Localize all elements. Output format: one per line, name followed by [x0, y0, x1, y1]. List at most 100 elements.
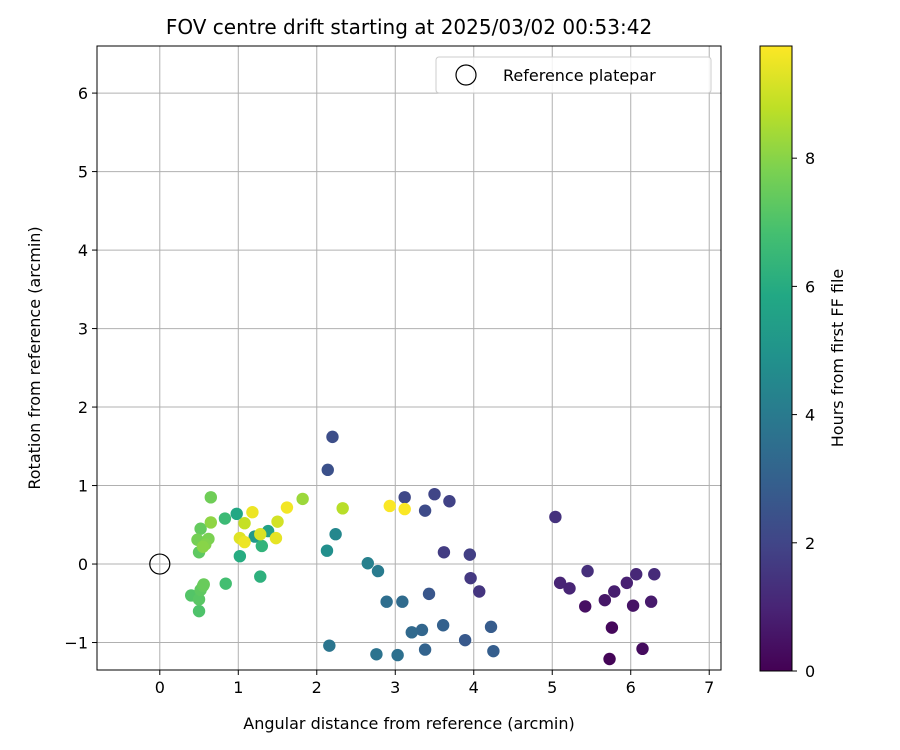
x-tick-label: 6: [626, 678, 636, 697]
scatter-point: [254, 528, 267, 541]
y-tick-label: 6: [78, 84, 88, 103]
scatter-point: [196, 540, 210, 553]
grid-lines: [97, 46, 721, 670]
colorbar: 0 2 4 6 8 Hours from first FF file: [759, 45, 847, 681]
y-tick-label: 0: [78, 555, 88, 574]
axis-ticks: 0 1 2 3 4 5 6 7 −1 0 1 2 3 4 5 6: [64, 84, 714, 697]
scatter-point: [230, 507, 243, 521]
scatter-point: [648, 568, 661, 581]
scatter-point: [436, 619, 450, 632]
y-tick-label: 4: [78, 241, 88, 260]
x-tick-label: 1: [233, 678, 243, 697]
scatter-point: [418, 643, 432, 656]
scatter-point: [626, 599, 640, 612]
scatter-point: [405, 626, 418, 639]
x-axis-label: Angular distance from reference (arcmin): [243, 714, 574, 733]
x-tick-label: 5: [547, 678, 557, 697]
scatter-point: [204, 516, 218, 529]
scatter-point: [603, 652, 616, 666]
scatter-point: [361, 557, 374, 570]
scatter-point: [553, 576, 567, 590]
scatter-point: [233, 549, 247, 563]
legend-entry-label: Reference platepar: [503, 66, 656, 85]
colorbar-tick-label: 2: [805, 534, 815, 553]
scatter-point: [204, 491, 218, 504]
scatter-point: [238, 517, 251, 530]
y-axis-label: Rotation from reference (arcmin): [25, 226, 44, 489]
scatter-point: [563, 582, 576, 595]
scatter-point: [644, 595, 658, 608]
scatter-point: [329, 528, 342, 541]
colorbar-tick-label: 0: [805, 662, 815, 681]
scatter-point: [246, 506, 259, 519]
scatter-point: [280, 501, 294, 514]
scatter-point: [396, 595, 409, 608]
scatter-point: [549, 510, 562, 524]
y-tick-label: 3: [78, 320, 88, 339]
legend-box: [435, 56, 712, 94]
scatter-point: [192, 604, 206, 618]
legend: Reference platepar: [435, 56, 712, 94]
scatter-point: [487, 644, 500, 658]
scatter-point: [254, 570, 267, 583]
scatter-point: [484, 620, 498, 634]
scatter-point: [579, 600, 592, 613]
chart-title: FOV centre drift starting at 2025/03/02 …: [166, 15, 652, 39]
x-tick-label: 4: [469, 678, 479, 697]
scatter-point: [636, 642, 649, 656]
legend-reference-marker: [455, 64, 477, 86]
scatter-point: [296, 492, 309, 506]
scatter-point: [415, 623, 429, 637]
scatter-point: [323, 639, 336, 652]
scatter-point: [326, 430, 339, 444]
scatter-point: [197, 578, 210, 591]
y-tick-label: 5: [78, 163, 88, 182]
scatter-point: [219, 577, 232, 590]
scatter-point: [194, 522, 207, 535]
scatter-point: [336, 502, 349, 515]
x-tick-label: 7: [704, 678, 714, 697]
colorbar-tick-label: 4: [805, 406, 815, 425]
scatter-point: [422, 587, 436, 601]
scatter-point: [458, 633, 472, 647]
y-tick-label: 2: [78, 398, 88, 417]
scatter-point: [192, 593, 206, 606]
colorbar-ticks: 0 2 4 6 8: [792, 149, 815, 681]
scatter-point: [255, 539, 269, 553]
scatter-point: [605, 621, 619, 634]
scatter-point: [218, 512, 232, 525]
scatter-point: [473, 585, 486, 598]
scatter-point: [398, 502, 411, 516]
data-points: [149, 430, 661, 666]
scatter-point: [464, 571, 477, 585]
scatter-point: [391, 648, 404, 662]
scatter-point: [437, 546, 451, 559]
scatter-point: [269, 531, 283, 545]
scatter-point: [320, 544, 334, 557]
colorbar-gradient: [759, 45, 793, 672]
scatter-point: [398, 491, 411, 504]
colorbar-label: Hours from first FF file: [828, 269, 847, 448]
scatter-point: [370, 648, 383, 661]
scatter-point: [581, 564, 594, 578]
scatter-point: [418, 504, 432, 517]
scatter-point: [620, 576, 634, 590]
scatter-point: [371, 564, 385, 578]
reference-platepar-marker: [149, 553, 171, 575]
colorbar-tick-label: 8: [805, 149, 815, 168]
y-tick-label: −1: [64, 634, 88, 653]
scatter-point: [598, 593, 612, 607]
scatter-point: [380, 595, 393, 608]
x-tick-label: 0: [155, 678, 165, 697]
scatter-point: [463, 548, 477, 561]
scatter-point: [443, 495, 456, 508]
x-tick-label: 3: [390, 678, 400, 697]
plot-frame: [96, 45, 722, 671]
scatter-point: [271, 515, 284, 528]
x-tick-label: 2: [312, 678, 322, 697]
y-tick-label: 1: [78, 477, 88, 496]
scatter-point: [630, 568, 643, 581]
scatter-point: [321, 463, 334, 477]
